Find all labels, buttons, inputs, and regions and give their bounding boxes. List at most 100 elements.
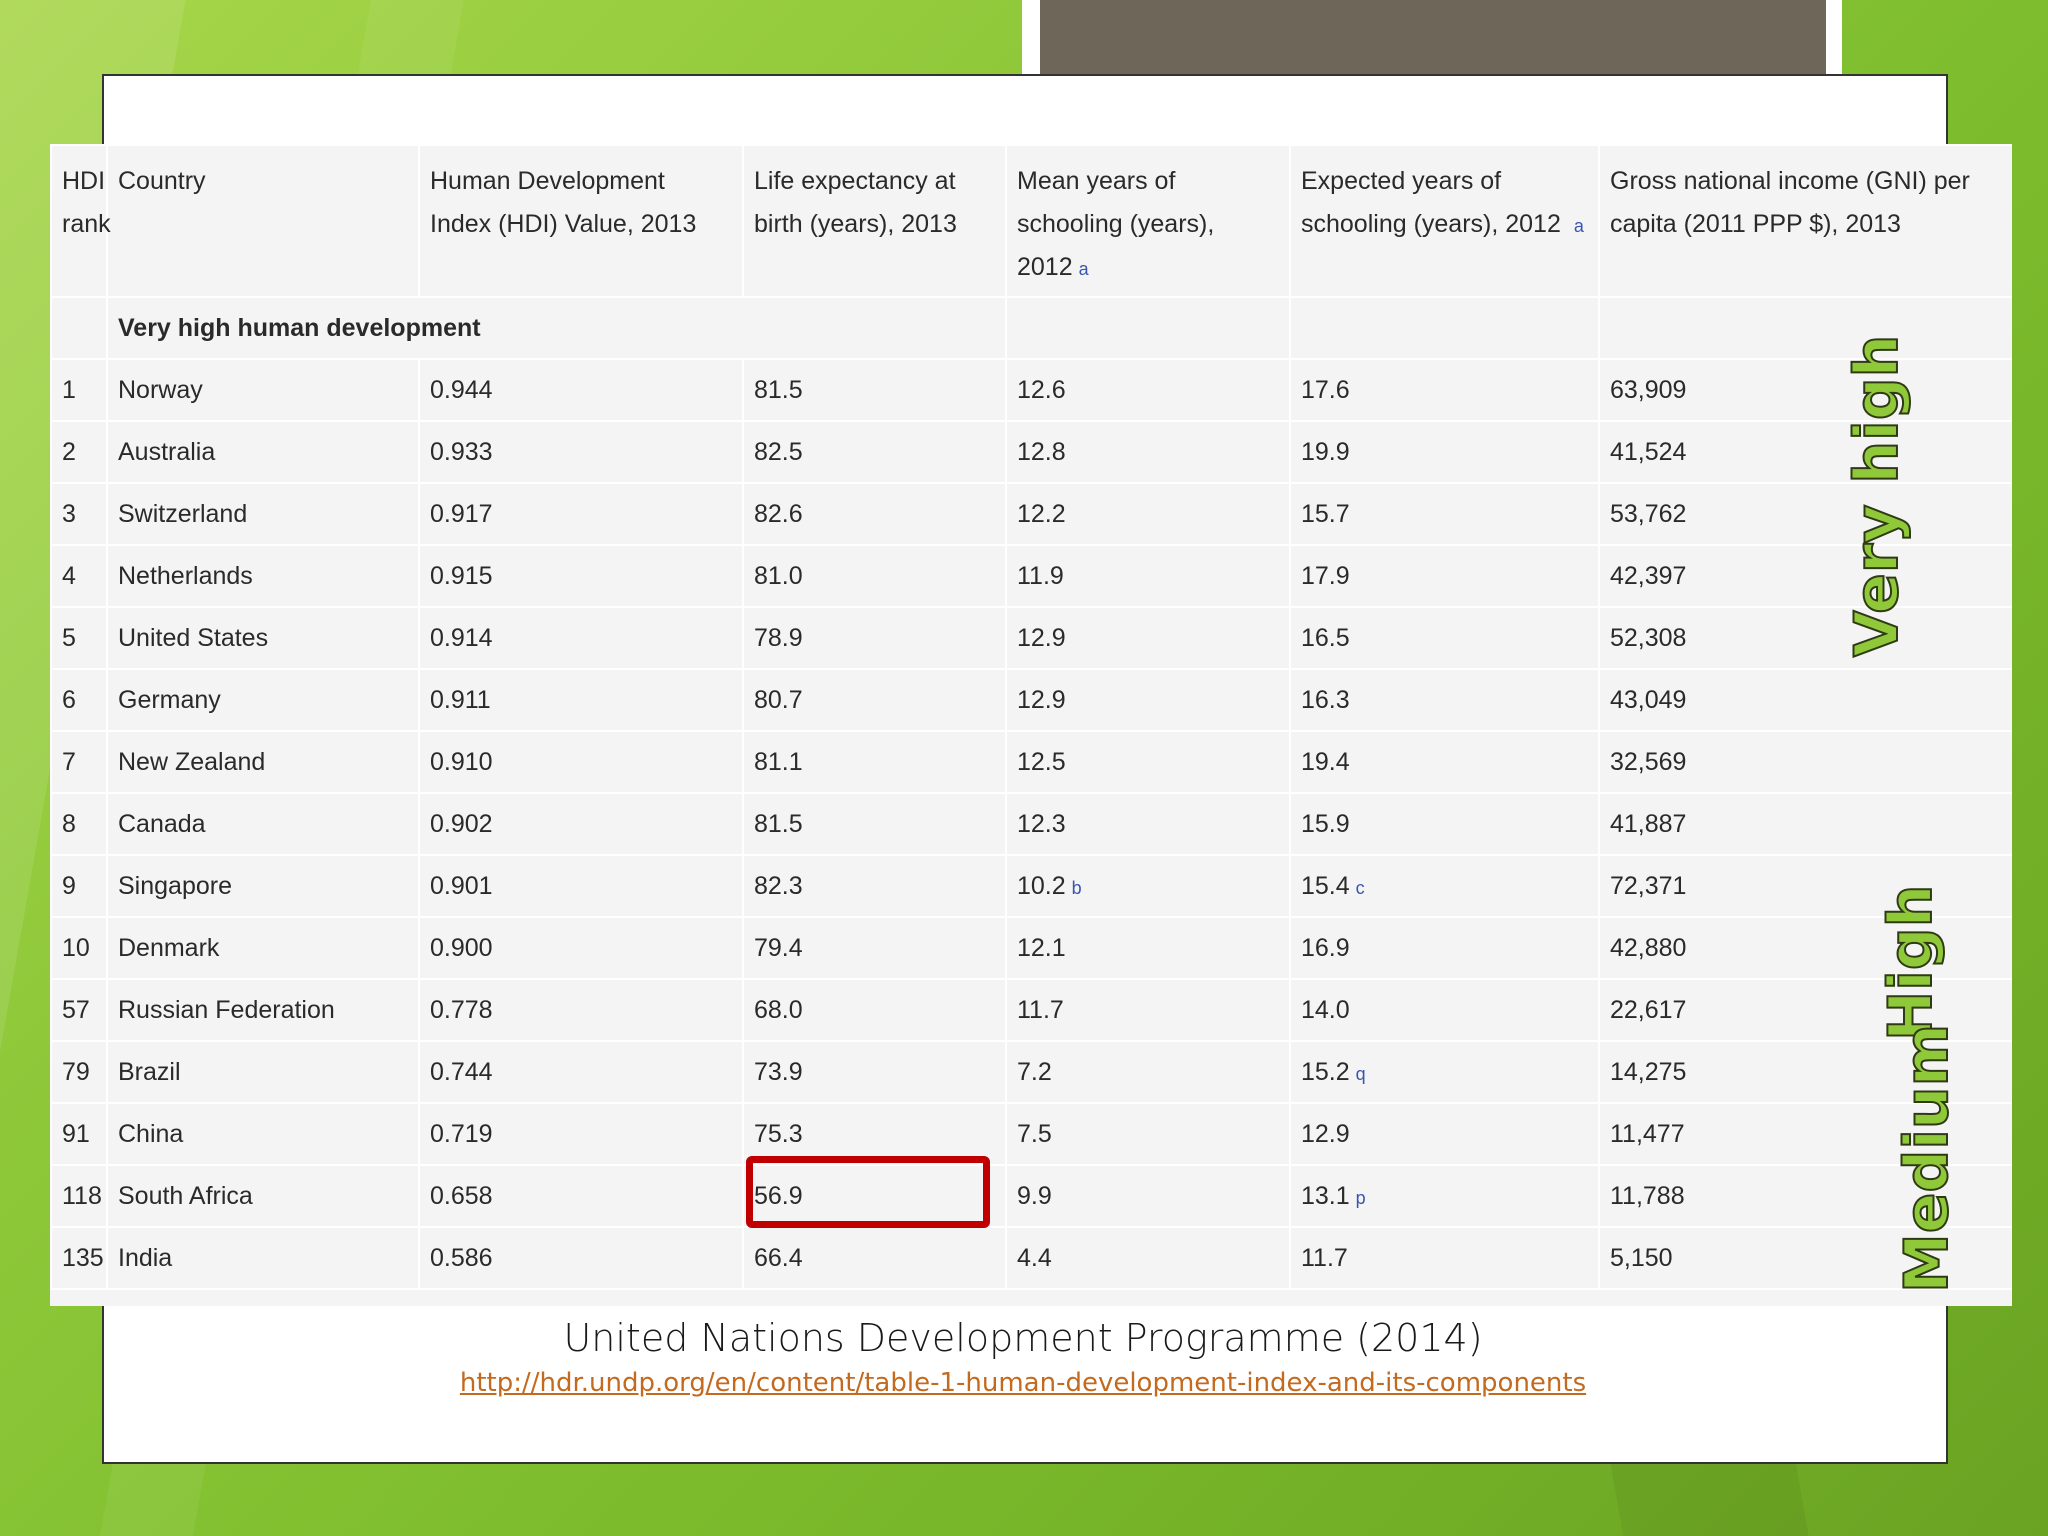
- cell-value: 66.4: [754, 1243, 803, 1272]
- cell-country: Norway: [106, 358, 420, 422]
- cell-country: Australia: [106, 420, 420, 484]
- cell-value: 14.0: [1301, 995, 1350, 1024]
- cell-hdi-value: 0.902: [418, 792, 744, 856]
- cell-value: United States: [118, 623, 269, 652]
- cell-gni: 22,617: [1598, 978, 2012, 1042]
- group-row-empty-cell: [50, 296, 108, 360]
- cell-expected-schooling: 19.4: [1289, 730, 1600, 794]
- cell-gni: 52,308: [1598, 606, 2012, 670]
- cell-value: 9.9: [1017, 1181, 1052, 1210]
- hdi-table: HDI rank Country Human Development Index…: [50, 144, 2012, 1290]
- table-row: 2 Australia 0.933 82.5 12.8 19.9 41,524: [50, 420, 2012, 484]
- cell-hdi-value: 0.933: [418, 420, 744, 484]
- cell-value: 2: [62, 437, 76, 466]
- cell-value: 0.902: [430, 809, 493, 838]
- cell-gni: 32,569: [1598, 730, 2012, 794]
- cell-value: 78.9: [754, 623, 803, 652]
- cell-value: 12.9: [1301, 1119, 1350, 1148]
- table-row: 10 Denmark 0.900 79.4 12.1 16.9 42,880: [50, 916, 2012, 980]
- cell-mean-schooling: 12.5: [1005, 730, 1291, 794]
- cell-value: 15.2: [1301, 1057, 1350, 1086]
- cell-mean-schooling: 10.2 b: [1005, 854, 1291, 918]
- cell-value: 32,569: [1610, 747, 1687, 776]
- cell-value: Russian Federation: [118, 995, 335, 1024]
- cell-value: Switzerland: [118, 499, 248, 528]
- cell-country: South Africa: [106, 1164, 420, 1228]
- cell-rank: 79: [50, 1040, 108, 1104]
- cell-hdi-value: 0.914: [418, 606, 744, 670]
- cell-value: 56.9: [754, 1181, 803, 1210]
- cell-mean-schooling: 7.5: [1005, 1102, 1291, 1166]
- table-row: 4 Netherlands 0.915 81.0 11.9 17.9 42,397: [50, 544, 2012, 608]
- cell-value: India: [118, 1243, 173, 1272]
- table-row: 91 China 0.719 75.3 7.5 12.9 11,477: [50, 1102, 2012, 1166]
- cell-footnote[interactable]: c: [1355, 877, 1365, 898]
- cell-gni: 11,477: [1598, 1102, 2012, 1166]
- cell-value: South Africa: [118, 1181, 253, 1210]
- cell-footnote[interactable]: q: [1355, 1063, 1366, 1084]
- cell-value: 0.901: [430, 871, 493, 900]
- cell-value: Netherlands: [118, 561, 253, 590]
- header-expected-schooling: Expected years of schooling (years), 201…: [1289, 144, 1600, 298]
- cell-country: Germany: [106, 668, 420, 732]
- source-link[interactable]: http://hdr.undp.org/en/content/table-1-h…: [459, 1368, 1587, 1398]
- highlight-box: [746, 1156, 990, 1228]
- header-expected-schooling-note[interactable]: a: [1573, 216, 1584, 236]
- cell-value: 42,397: [1610, 561, 1687, 590]
- cell-value: 8: [62, 809, 76, 838]
- cell-footnote[interactable]: b: [1071, 877, 1082, 898]
- cell-life-expectancy: 82.3: [742, 854, 1007, 918]
- source-caption: United Nations Development Programme (20…: [563, 1316, 1483, 1360]
- cell-value: 17.6: [1301, 375, 1350, 404]
- cell-value: 81.5: [754, 809, 803, 838]
- table-row: 7 New Zealand 0.910 81.1 12.5 19.4 32,569: [50, 730, 2012, 794]
- table-row: 8 Canada 0.902 81.5 12.3 15.9 41,887: [50, 792, 2012, 856]
- cell-hdi-value: 0.900: [418, 916, 744, 980]
- cell-life-expectancy: 81.0: [742, 544, 1007, 608]
- cell-value: Germany: [118, 685, 221, 714]
- cell-expected-schooling: 14.0: [1289, 978, 1600, 1042]
- header-mean-schooling-note[interactable]: a: [1078, 259, 1089, 279]
- cell-hdi-value: 0.944: [418, 358, 744, 422]
- cell-value: China: [118, 1119, 184, 1148]
- header-gni: Gross national income (GNI) per capita (…: [1598, 144, 2012, 298]
- cell-gni: 42,397: [1598, 544, 2012, 608]
- cell-value: 12.9: [1017, 685, 1066, 714]
- cell-value: 15.9: [1301, 809, 1350, 838]
- cell-value: 11.9: [1017, 561, 1064, 590]
- cell-life-expectancy: 73.9: [742, 1040, 1007, 1104]
- cell-expected-schooling: 12.9: [1289, 1102, 1600, 1166]
- cell-value: 53,762: [1610, 499, 1687, 528]
- cell-hdi-value: 0.744: [418, 1040, 744, 1104]
- cell-life-expectancy: 56.9: [742, 1164, 1007, 1228]
- cell-hdi-value: 0.658: [418, 1164, 744, 1228]
- cell-hdi-value: 0.719: [418, 1102, 744, 1166]
- cell-value: 9: [62, 871, 76, 900]
- cell-mean-schooling: 12.9: [1005, 606, 1291, 670]
- cell-mean-schooling: 7.2: [1005, 1040, 1291, 1104]
- category-label-very-high: Very high: [1841, 334, 1913, 658]
- cell-gni: 41,524: [1598, 420, 2012, 484]
- cell-value: 4: [62, 561, 76, 590]
- cell-value: 14,275: [1610, 1057, 1687, 1086]
- cell-value: 0.914: [430, 623, 493, 652]
- cell-value: 81.0: [754, 561, 803, 590]
- cell-value: 0.658: [430, 1181, 493, 1210]
- cell-value: 16.3: [1301, 685, 1350, 714]
- cell-mean-schooling: 12.2: [1005, 482, 1291, 546]
- cell-expected-schooling: 19.9: [1289, 420, 1600, 484]
- category-label-high: High: [1875, 884, 1947, 1042]
- cell-expected-schooling: 16.5: [1289, 606, 1600, 670]
- cell-value: 91: [62, 1119, 90, 1148]
- cell-value: 10: [62, 933, 90, 962]
- cell-value: 0.900: [430, 933, 493, 962]
- cell-value: 11.7: [1017, 995, 1064, 1024]
- cell-country: China: [106, 1102, 420, 1166]
- cell-country: Russian Federation: [106, 978, 420, 1042]
- cell-expected-schooling: 15.2 q: [1289, 1040, 1600, 1104]
- cell-value: Canada: [118, 809, 206, 838]
- cell-value: 79.4: [754, 933, 803, 962]
- cell-value: 19.4: [1301, 747, 1350, 776]
- cell-mean-schooling: 12.3: [1005, 792, 1291, 856]
- cell-footnote[interactable]: p: [1355, 1187, 1366, 1208]
